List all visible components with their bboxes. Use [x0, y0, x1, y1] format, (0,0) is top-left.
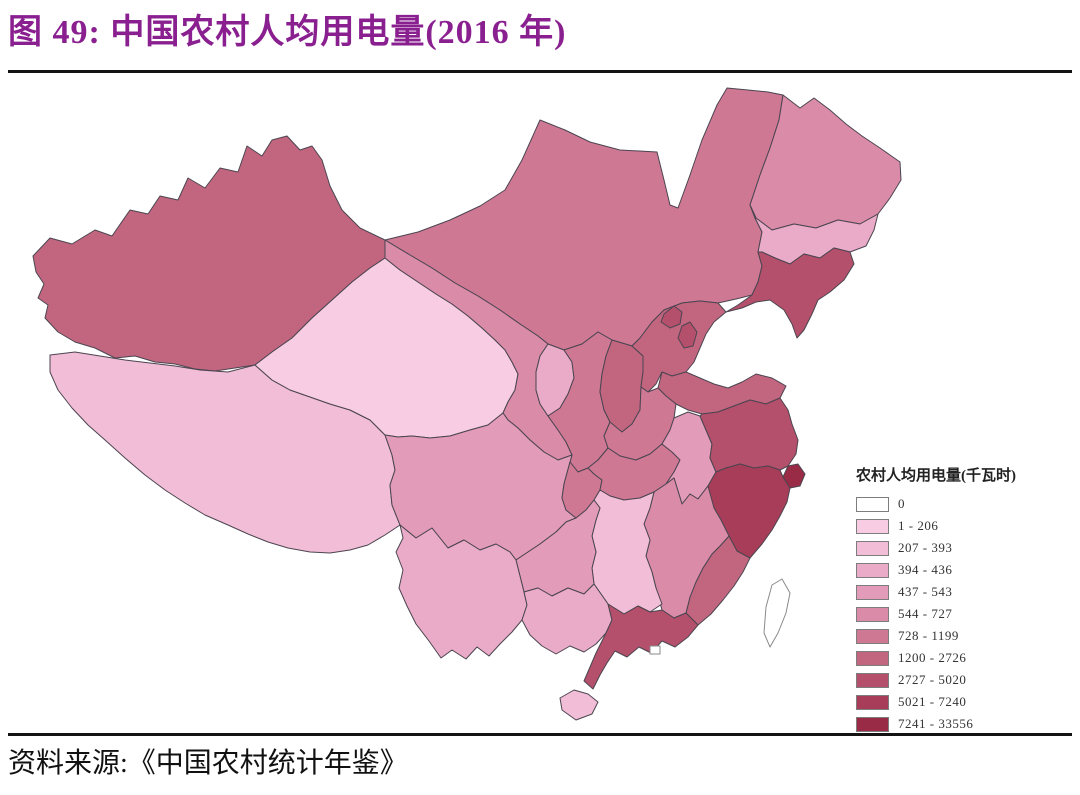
legend-row: 1 - 206 — [856, 515, 1016, 537]
legend-label: 0 — [898, 496, 905, 511]
legend-row: 207 - 393 — [856, 537, 1016, 559]
legend-label: 207 - 393 — [898, 540, 953, 555]
legend-swatch — [856, 606, 889, 622]
source-note: 资料来源:《中国农村统计年鉴》 — [8, 748, 408, 779]
province-liaoning — [725, 247, 855, 339]
legend-label: 5021 - 7240 — [898, 694, 967, 709]
legend-row: 544 - 727 — [856, 603, 1016, 625]
province-jiangsu — [699, 397, 799, 473]
legend-label: 394 - 436 — [898, 562, 953, 577]
legend-swatch — [856, 672, 889, 688]
legend-swatch — [856, 716, 889, 732]
footer-rule — [8, 733, 1072, 736]
legend-label: 544 - 727 — [898, 606, 953, 621]
map-legend: 农村人均用电量(千瓦时) 0 1 - 206 207 - 393 394 - 436 4… — [856, 464, 1016, 735]
province-yunnan — [395, 524, 528, 660]
legend-row: 437 - 543 — [856, 581, 1016, 603]
legend-row: 728 - 1199 — [856, 625, 1016, 647]
province-shanghai — [782, 463, 806, 489]
legend-rows: 0 1 - 206 207 - 393 394 - 436 437 - 543 544 -… — [856, 493, 1016, 735]
province-hongkong — [649, 645, 661, 655]
legend-label: 728 - 1199 — [898, 628, 959, 643]
page-title: 图 49: 中国农村人均用电量(2016 年) — [8, 14, 567, 51]
legend-swatch — [856, 518, 889, 534]
province-guangxi — [521, 583, 613, 655]
legend-swatch — [856, 650, 889, 666]
legend-swatch — [856, 540, 889, 556]
legend-row: 5021 - 7240 — [856, 691, 1016, 713]
legend-row: 7241 - 33556 — [856, 713, 1016, 735]
legend-label: 2727 - 5020 — [898, 672, 967, 687]
legend-swatch — [856, 694, 889, 710]
legend-swatch — [856, 628, 889, 644]
legend-label: 437 - 543 — [898, 584, 953, 599]
province-tianjin — [677, 321, 698, 349]
province-hebei — [631, 300, 727, 393]
legend-swatch — [856, 496, 889, 512]
legend-row: 1200 - 2726 — [856, 647, 1016, 669]
legend-swatch — [856, 584, 889, 600]
legend-label: 7241 - 33556 — [898, 716, 974, 731]
legend-row: 2727 - 5020 — [856, 669, 1016, 691]
province-taiwan — [763, 578, 791, 648]
legend-swatch — [856, 562, 889, 578]
province-hainan — [559, 689, 599, 721]
legend-label: 1 - 206 — [898, 518, 939, 533]
legend-label: 1200 - 2726 — [898, 650, 967, 665]
title-underline — [8, 70, 1072, 73]
legend-row: 0 — [856, 493, 1016, 515]
legend-title: 农村人均用电量(千瓦时) — [856, 468, 1016, 484]
province-guangdong — [583, 603, 699, 690]
legend-row: 394 - 436 — [856, 559, 1016, 581]
province-beijing — [660, 305, 683, 329]
